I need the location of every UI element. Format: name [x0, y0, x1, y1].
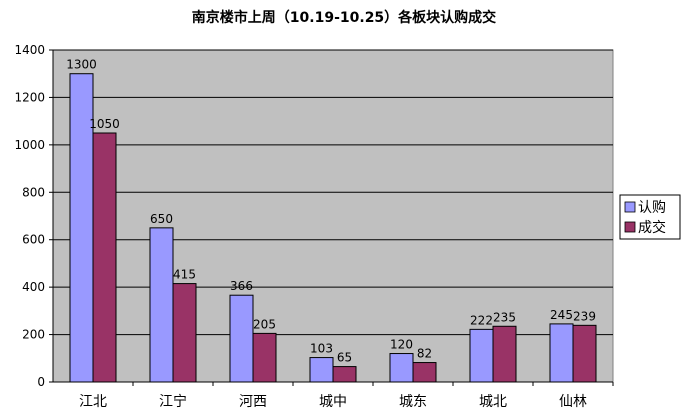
legend: 认购 成交 [619, 194, 681, 240]
data-label: 415 [173, 268, 196, 282]
y-tick-label: 400 [22, 280, 45, 294]
data-label: 222 [470, 313, 493, 327]
data-label: 1300 [66, 58, 97, 72]
y-tick-label: 200 [22, 328, 45, 342]
category-label: 城东 [399, 394, 427, 410]
category-label: 江宁 [159, 393, 187, 410]
bar-subscription [389, 353, 414, 383]
y-tick-label: 1200 [14, 90, 45, 104]
category-label: 江北 [79, 394, 107, 410]
data-label: 205 [253, 317, 276, 331]
bar-subscription [229, 294, 254, 383]
data-label: 82 [417, 347, 432, 361]
legend-swatch-subscription [624, 201, 636, 213]
data-label: 239 [573, 309, 596, 323]
y-tick-label: 600 [22, 233, 45, 247]
bar-subscription [309, 357, 334, 383]
bar-deal [412, 362, 437, 383]
data-label: 103 [310, 342, 333, 356]
y-tick-label: 1400 [14, 43, 45, 57]
legend-label-deal: 成交 [638, 219, 666, 236]
bar-deal [172, 283, 197, 383]
bar-deal [492, 325, 517, 383]
data-label: 235 [493, 310, 516, 324]
legend-swatch-deal [624, 221, 636, 233]
chart-title: 南京楼市上周（10.19-10.25）各板块认购成交 [192, 9, 496, 26]
y-tick-label: 0 [37, 375, 45, 389]
data-label: 366 [230, 279, 253, 293]
bars: 1300 1050 650 415 366 205 103 65 120 82 222 235 245 2… [66, 58, 597, 383]
category-label: 城北 [479, 394, 507, 410]
y-axis: 0 200 400 600 800 1000 1200 1400 [14, 43, 54, 389]
data-label: 1050 [89, 117, 120, 131]
data-label: 120 [390, 338, 413, 352]
category-label: 河西 [239, 394, 267, 410]
bar-deal [572, 324, 597, 383]
bar-deal [92, 132, 117, 383]
bar-subscription [549, 323, 574, 383]
y-tick-label: 800 [22, 185, 45, 199]
bar-subscription [149, 227, 174, 383]
plot-area [52, 49, 614, 383]
legend-label-subscription: 认购 [638, 200, 666, 216]
bar-deal [332, 366, 357, 383]
bar-deal [252, 332, 277, 383]
y-tick-label: 1000 [14, 138, 45, 152]
data-label: 65 [337, 351, 352, 365]
bar-subscription [469, 328, 494, 383]
gridlines [53, 49, 613, 336]
data-label: 650 [150, 212, 173, 226]
data-label: 245 [550, 308, 573, 322]
category-label: 城中 [319, 394, 347, 410]
x-axis: 江北 江宁 河西 城中 城东 城北 仙林 [53, 381, 614, 410]
category-label: 仙林 [559, 394, 587, 410]
